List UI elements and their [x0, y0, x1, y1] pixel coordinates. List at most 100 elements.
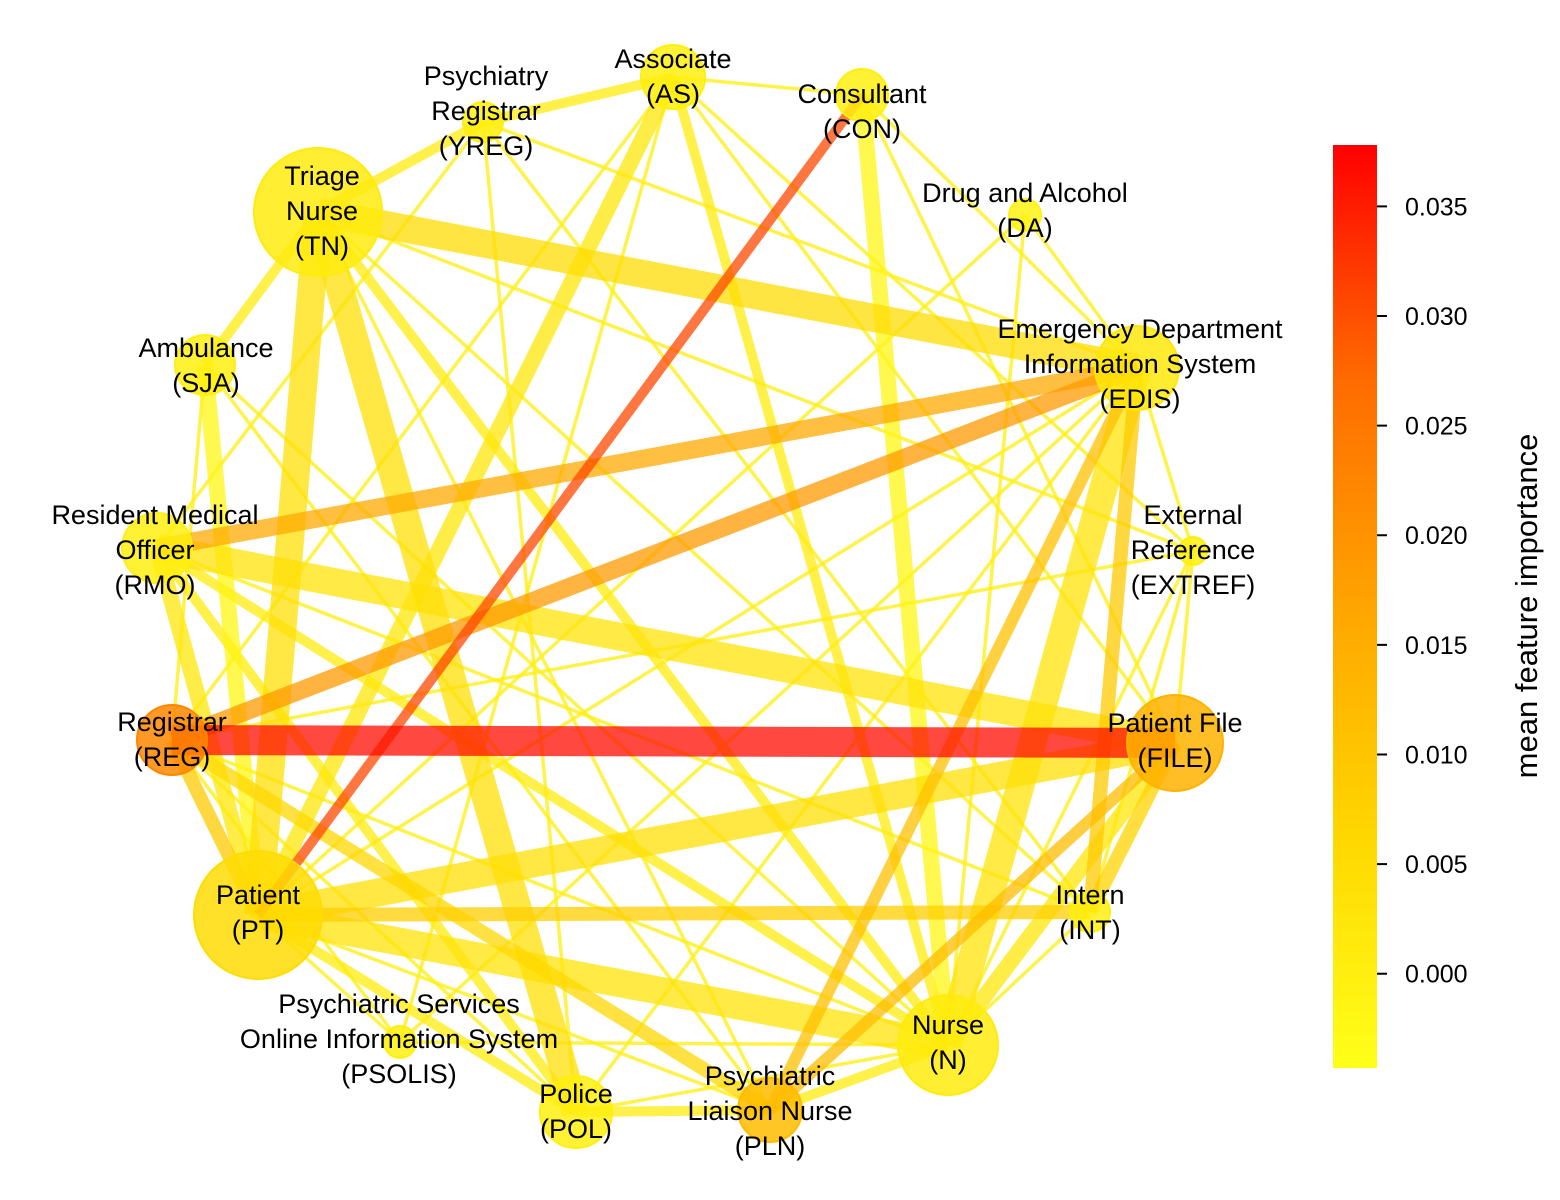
edge-pt-con	[253, 92, 867, 918]
edge-rmo-edis	[155, 359, 1139, 557]
edge-pt-n	[255, 901, 951, 1059]
label-layer: Associate (AS) Psychiatry Registrar (YREG) Co…	[51, 44, 1283, 1161]
edge-yreg-edis	[482, 120, 1138, 370]
colorbar: 0.000 0.005 0.010 0.015 0.020 0.025 0.030 0.035…	[1333, 145, 1544, 1068]
node-int	[1069, 891, 1111, 933]
node-label-psolis: Psychiatric Services Online Information S…	[240, 989, 558, 1089]
node-label-line: Online Information System	[240, 1024, 558, 1054]
node-label-line: (INT)	[1059, 915, 1120, 945]
node-label-line: Ambulance	[138, 333, 273, 363]
node-label-line: (EDIS)	[1100, 384, 1181, 414]
node-label-line: (CON)	[823, 114, 901, 144]
node-label-line: Registrar	[431, 96, 541, 126]
node-label-line: Officer	[115, 535, 194, 565]
node-layer	[121, 44, 1224, 1149]
node-sja	[174, 334, 236, 396]
node-pol	[539, 1075, 613, 1149]
node-label-line: (YREG)	[439, 131, 534, 161]
node-label-line: Drug and Alcohol	[922, 178, 1128, 208]
node-label-line: (SJA)	[172, 368, 240, 398]
node-label-pln: Psychiatric Liaison Nurse (PLN)	[687, 1061, 852, 1161]
node-reg	[136, 704, 208, 776]
node-da	[1008, 198, 1042, 232]
node-label-line: (RMO)	[115, 570, 196, 600]
node-label-line: Nurse	[912, 1010, 984, 1040]
node-label-line: Resident Medical	[51, 500, 258, 530]
colorbar-tick-label: 0.005	[1405, 851, 1468, 879]
node-psolis	[383, 1025, 417, 1059]
node-label-pol: Police (POL)	[539, 1079, 613, 1144]
colorbar-tick-label: 0.000	[1405, 961, 1468, 989]
node-label-as: Associate (AS)	[614, 44, 731, 109]
node-label-line: Intern	[1055, 880, 1124, 910]
node-label-line: Emergency Department	[997, 314, 1283, 344]
node-label-line: (FILE)	[1137, 743, 1212, 773]
colorbar-tick-label: 0.015	[1405, 632, 1468, 660]
node-label-da: Drug and Alcohol (DA)	[922, 178, 1128, 243]
node-label-line: (AS)	[646, 79, 700, 109]
colorbar-tick-label: 0.010	[1405, 741, 1468, 769]
node-label-line: Psychiatric Services	[278, 989, 520, 1019]
edge-tn-edis	[315, 198, 1140, 382]
colorbar-tick-label: 0.020	[1405, 522, 1468, 550]
edge-reg-edis	[168, 359, 1141, 749]
edge-int-edis	[1083, 367, 1144, 913]
node-label-file: Patient File (FILE)	[1107, 708, 1242, 773]
node-label-line: Liaison Nurse	[687, 1096, 852, 1126]
colorbar-title: mean feature importance	[1509, 434, 1544, 779]
node-label-edis: Emergency Department Information System (E…	[997, 314, 1283, 414]
node-label-con: Consultant (CON)	[797, 79, 927, 144]
node-label-extref: External Reference (EXTREF)	[1131, 500, 1256, 600]
edge-n-edis	[934, 364, 1151, 1049]
node-label-line: (PT)	[232, 915, 284, 945]
colorbar-gradient	[1333, 145, 1377, 1068]
node-label-line: (DA)	[997, 213, 1053, 243]
edge-pln-file	[765, 738, 1180, 1115]
edge-n-file	[941, 738, 1182, 1050]
node-label-line: (PLN)	[735, 1131, 806, 1161]
edge-con-edis	[860, 93, 1139, 370]
colorbar-tick-label: 0.025	[1405, 413, 1468, 441]
colorbar-ticks: 0.000 0.005 0.010 0.015 0.020 0.025 0.030 0.035	[1377, 193, 1468, 989]
node-label-line: Nurse	[286, 196, 358, 226]
edge-reg-n	[171, 738, 949, 1047]
node-label-line: (N)	[929, 1045, 966, 1075]
node-label-line: Police	[539, 1079, 613, 1109]
edge-as-n	[668, 75, 953, 1047]
edge-pt-pln	[257, 913, 771, 1112]
edge-tn-pln	[316, 211, 772, 1111]
edge-con-n	[854, 94, 956, 1046]
node-label-int: Intern (INT)	[1055, 880, 1124, 945]
node-label-line: Associate	[614, 44, 731, 74]
node-extref	[1178, 536, 1208, 566]
node-label-line: (POL)	[540, 1114, 612, 1144]
node-label-rmo: Resident Medical Officer (RMO)	[51, 500, 258, 600]
node-con	[835, 68, 889, 122]
node-n	[897, 994, 999, 1096]
node-label-line: External	[1143, 500, 1242, 530]
node-label-line: (TN)	[295, 231, 349, 261]
node-yreg	[462, 101, 504, 143]
node-label-line: Information System	[1024, 349, 1257, 379]
node-label-line: Triage	[284, 161, 360, 191]
node-label-line: Registrar	[117, 707, 227, 737]
node-label-line: (PSOLIS)	[341, 1059, 457, 1089]
node-label-line: Patient File	[1107, 708, 1242, 738]
node-label-line: Reference	[1131, 535, 1256, 565]
node-label-pt: Patient (PT)	[216, 880, 301, 945]
node-label-line: (REG)	[134, 742, 211, 772]
edge-sja-pt	[197, 364, 266, 916]
edge-reg-pln	[168, 734, 774, 1116]
node-file	[1126, 694, 1224, 792]
node-label-line: Psychiatric	[705, 1061, 836, 1091]
edge-n-extref	[946, 550, 1195, 1046]
node-as	[640, 44, 706, 110]
node-label-tn: Triage Nurse (TN)	[284, 161, 360, 261]
colorbar-tick-label: 0.035	[1405, 193, 1468, 221]
node-label-line: Psychiatry	[424, 61, 549, 91]
node-label-sja: Ambulance (SJA)	[138, 333, 273, 398]
node-rmo	[121, 512, 193, 584]
node-label-reg: Registrar (REG)	[117, 707, 227, 772]
node-label-line: Patient	[216, 880, 301, 910]
